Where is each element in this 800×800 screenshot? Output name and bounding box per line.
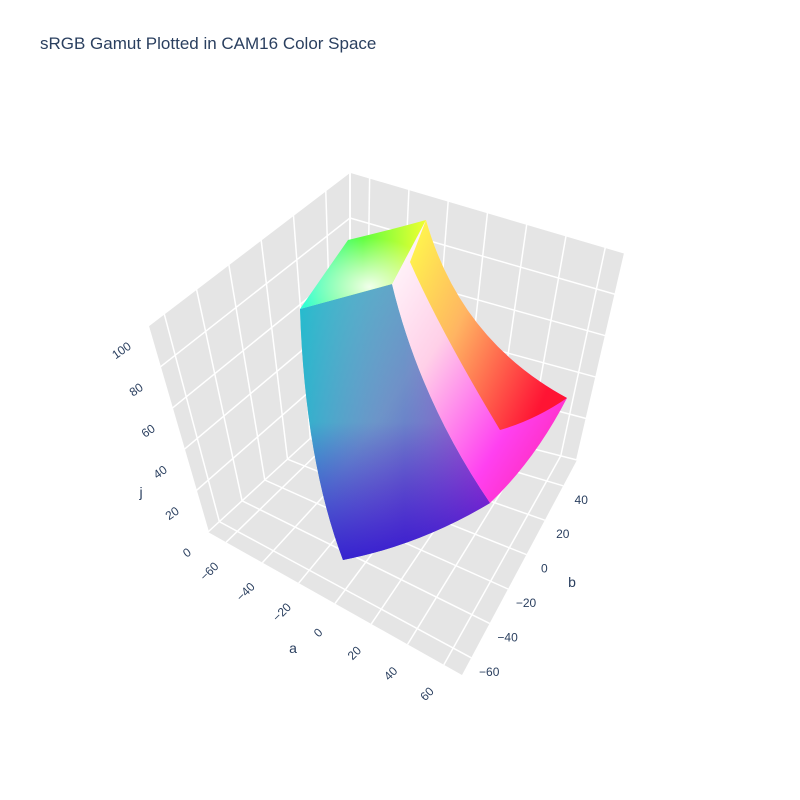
gridline-j-left-wall — [147, 171, 351, 327]
tick-label-j: 0 — [180, 545, 194, 560]
gridline-b-wall — [260, 239, 289, 460]
tick-label-a: 0 — [311, 625, 326, 640]
gridline-a-floor — [443, 455, 562, 666]
gridline-b-wall — [195, 288, 243, 501]
gamut-face-yellow-red — [410, 220, 567, 430]
frame-edge — [147, 325, 209, 533]
gridline-j-left-wall — [159, 217, 351, 368]
tick-label-a: 20 — [345, 643, 365, 663]
tick-label-a: −40 — [233, 579, 258, 604]
gamut-face-blue-bottom — [300, 284, 490, 560]
tick-label-a: −60 — [197, 559, 222, 584]
tick-label-a: 60 — [417, 684, 437, 704]
tick-label-b: −40 — [497, 630, 518, 644]
chart-title: sRGB Gamut Plotted in CAM16 Color Space — [40, 34, 377, 53]
tick-label-a: −20 — [270, 600, 295, 625]
tick-label-j: 80 — [127, 380, 146, 399]
tick-label-b: −60 — [479, 665, 500, 679]
gridline-b-wall — [228, 264, 266, 481]
gridline-a-wall — [560, 247, 607, 457]
gridline-b-wall — [163, 313, 221, 522]
tick-label-j: 100 — [109, 339, 134, 362]
tick-label-a: 40 — [381, 664, 401, 684]
frame-edge — [576, 252, 626, 461]
gridline-b-floor — [241, 500, 490, 625]
tick-label-b: 40 — [575, 493, 589, 507]
tick-label-j: 20 — [163, 504, 182, 523]
tick-label-j: 40 — [151, 462, 170, 481]
srgb-gamut-surface[interactable] — [300, 220, 567, 560]
axis-title-a: a — [289, 640, 297, 656]
tick-label-b: −20 — [516, 596, 537, 610]
tick-label-j: 60 — [139, 421, 158, 440]
tick-label-b: 0 — [541, 562, 548, 576]
axis-title-b: b — [568, 574, 576, 590]
gridline-j-right-wall — [349, 171, 626, 254]
axis-title-j: j — [138, 484, 142, 500]
tick-label-b: 20 — [556, 527, 570, 541]
gridline-b-floor — [219, 520, 472, 659]
gamut-top-white-highlight — [300, 220, 426, 309]
